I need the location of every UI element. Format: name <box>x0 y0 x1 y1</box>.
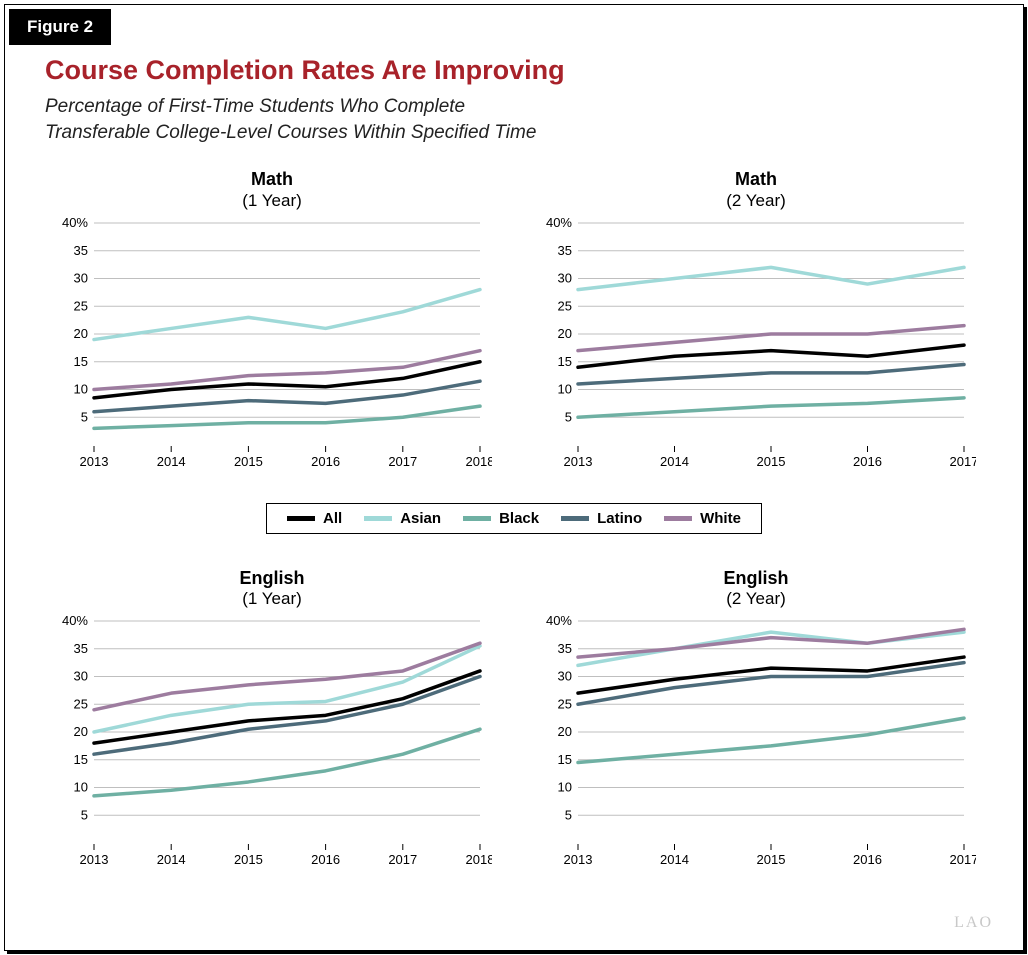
svg-text:25: 25 <box>74 697 88 712</box>
legend-swatch <box>364 516 392 521</box>
charts-grid: Math (1 Year) 5 10 15 20 25 30 35 40% 2013 2014 20… <box>45 169 983 873</box>
watermark: LAO <box>954 914 993 932</box>
legend: All Asian Black Latino White <box>266 503 762 534</box>
svg-text:10: 10 <box>74 780 88 795</box>
line-chart: 5 10 15 20 25 30 35 40% 2013 2014 2015 2016 2017 <box>536 613 976 873</box>
legend-item: Latino <box>561 510 642 527</box>
svg-text:5: 5 <box>81 409 88 424</box>
svg-text:20: 20 <box>558 724 572 739</box>
figure-tag: Figure 2 <box>9 9 111 45</box>
svg-text:2016: 2016 <box>853 454 882 469</box>
chart-panel: English (2 Year) 5 10 15 20 25 30 35 40% 2013 201… <box>529 568 983 874</box>
svg-text:35: 35 <box>558 641 572 656</box>
line-chart: 5 10 15 20 25 30 35 40% 2013 2014 2015 2016 2017 <box>536 215 976 475</box>
svg-text:2017: 2017 <box>950 454 976 469</box>
subtitle-line1: Percentage of First-Time Students Who Co… <box>45 96 465 117</box>
legend-swatch <box>561 516 589 521</box>
svg-text:5: 5 <box>565 808 572 823</box>
legend-label: Black <box>499 510 539 527</box>
legend-swatch <box>287 516 315 521</box>
subtitle-line2: Transferable College-Level Courses Withi… <box>45 122 536 143</box>
svg-text:40%: 40% <box>546 215 572 230</box>
svg-text:10: 10 <box>558 381 572 396</box>
svg-text:2015: 2015 <box>757 454 786 469</box>
svg-text:2014: 2014 <box>157 852 186 867</box>
svg-text:2016: 2016 <box>853 852 882 867</box>
svg-text:15: 15 <box>558 354 572 369</box>
figure-frame: Figure 2 Course Completion Rates Are Imp… <box>4 4 1024 951</box>
svg-text:2013: 2013 <box>564 454 593 469</box>
chart-title: Math <box>529 169 983 191</box>
svg-text:2013: 2013 <box>80 454 109 469</box>
svg-text:2014: 2014 <box>157 454 186 469</box>
svg-text:15: 15 <box>74 752 88 767</box>
svg-text:2013: 2013 <box>564 852 593 867</box>
svg-text:20: 20 <box>558 326 572 341</box>
legend-item: White <box>664 510 741 527</box>
chart-period: (1 Year) <box>45 589 499 609</box>
svg-text:40%: 40% <box>62 215 88 230</box>
svg-text:2018: 2018 <box>466 454 492 469</box>
svg-text:30: 30 <box>74 669 88 684</box>
svg-text:2016: 2016 <box>311 454 340 469</box>
svg-text:5: 5 <box>81 808 88 823</box>
svg-text:25: 25 <box>558 697 572 712</box>
svg-text:2017: 2017 <box>388 454 417 469</box>
chart-title: English <box>45 568 499 590</box>
svg-text:2015: 2015 <box>757 852 786 867</box>
svg-text:20: 20 <box>74 724 88 739</box>
chart-title: Math <box>45 169 499 191</box>
svg-text:2018: 2018 <box>466 852 492 867</box>
legend-label: Latino <box>597 510 642 527</box>
legend-label: White <box>700 510 741 527</box>
svg-text:20: 20 <box>74 326 88 341</box>
svg-text:25: 25 <box>558 298 572 313</box>
chart-period: (2 Year) <box>529 589 983 609</box>
svg-text:2015: 2015 <box>234 852 263 867</box>
legend-label: All <box>323 510 342 527</box>
legend-item: All <box>287 510 342 527</box>
svg-text:35: 35 <box>74 641 88 656</box>
legend-item: Black <box>463 510 539 527</box>
chart-panel: Math (2 Year) 5 10 15 20 25 30 35 40% 2013 2014 20… <box>529 169 983 475</box>
svg-text:25: 25 <box>74 298 88 313</box>
svg-text:2015: 2015 <box>234 454 263 469</box>
svg-text:2014: 2014 <box>660 454 689 469</box>
chart-period: (2 Year) <box>529 191 983 211</box>
svg-text:2014: 2014 <box>660 852 689 867</box>
chart-period: (1 Year) <box>45 191 499 211</box>
svg-text:10: 10 <box>558 780 572 795</box>
svg-text:30: 30 <box>558 669 572 684</box>
chart-subtitle: Percentage of First-Time Students Who Co… <box>45 94 983 145</box>
chart-title: English <box>529 568 983 590</box>
chart-main-title: Course Completion Rates Are Improving <box>45 55 983 86</box>
svg-text:35: 35 <box>74 243 88 258</box>
legend-box: All Asian Black Latino White <box>266 503 762 534</box>
svg-text:2013: 2013 <box>80 852 109 867</box>
svg-text:2017: 2017 <box>950 852 976 867</box>
svg-text:35: 35 <box>558 243 572 258</box>
svg-text:10: 10 <box>74 381 88 396</box>
svg-text:15: 15 <box>74 354 88 369</box>
line-chart: 5 10 15 20 25 30 35 40% 2013 2014 2015 2016 2017 2018 <box>52 215 492 475</box>
legend-swatch <box>664 516 692 521</box>
chart-panel: English (1 Year) 5 10 15 20 25 30 35 40% 2013 201… <box>45 568 499 874</box>
svg-text:40%: 40% <box>62 613 88 628</box>
svg-text:5: 5 <box>565 409 572 424</box>
svg-text:30: 30 <box>558 270 572 285</box>
line-chart: 5 10 15 20 25 30 35 40% 2013 2014 2015 2016 2017 2018 <box>52 613 492 873</box>
figure-content: Course Completion Rates Are Improving Pe… <box>5 5 1023 950</box>
svg-text:30: 30 <box>74 270 88 285</box>
legend-swatch <box>463 516 491 521</box>
legend-item: Asian <box>364 510 441 527</box>
svg-text:2017: 2017 <box>388 852 417 867</box>
svg-text:40%: 40% <box>546 613 572 628</box>
svg-text:2016: 2016 <box>311 852 340 867</box>
legend-label: Asian <box>400 510 441 527</box>
svg-text:15: 15 <box>558 752 572 767</box>
chart-panel: Math (1 Year) 5 10 15 20 25 30 35 40% 2013 2014 20… <box>45 169 499 475</box>
